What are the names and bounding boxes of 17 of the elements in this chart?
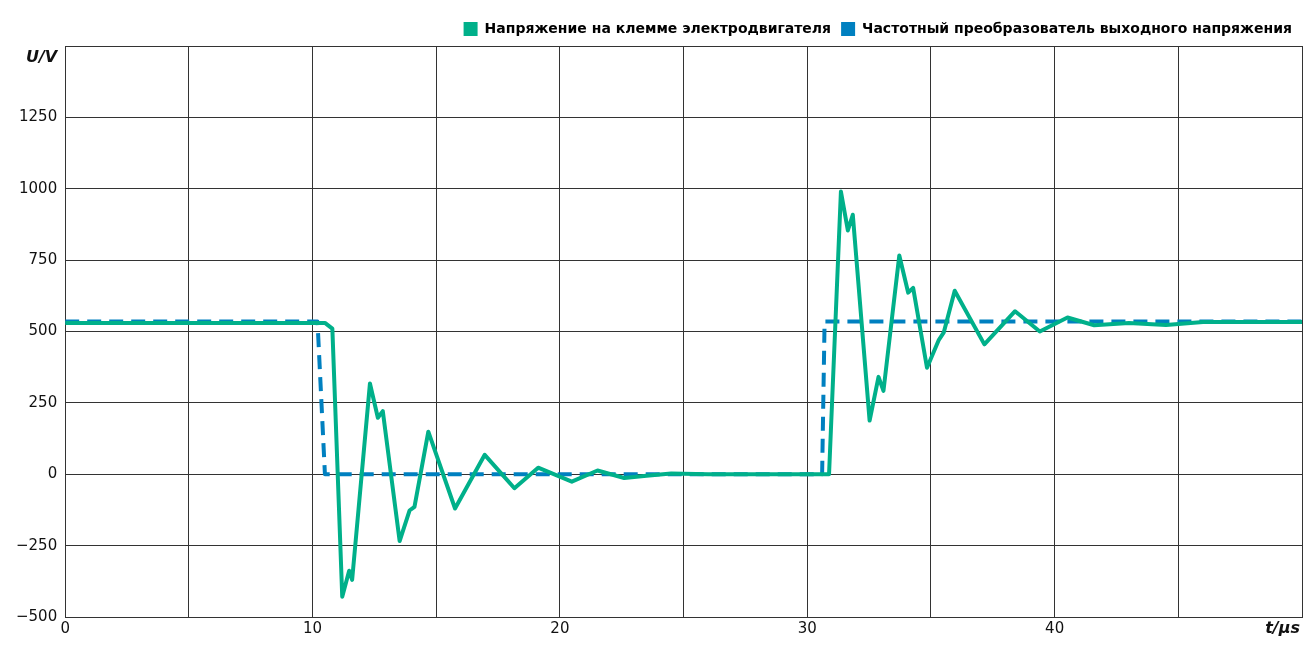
y-axis-title: U/V (25, 47, 59, 67)
x-tick-label: 40 (1045, 618, 1065, 637)
y-tick-label: 250 (28, 392, 58, 411)
x-axis-title: t/µs (1265, 618, 1300, 638)
y-tick-label: 750 (28, 250, 58, 269)
y-tick-label: 0 (47, 464, 58, 483)
y-tick-label: 500 (28, 321, 58, 340)
y-tick-label: −500 (16, 606, 58, 625)
x-tick-label: 20 (550, 618, 570, 637)
x-tick-label: 0 (60, 618, 70, 637)
y-tick-label: 1250 (19, 107, 58, 126)
x-tick-label: 10 (303, 618, 323, 637)
legend-label: Частотный преобразователь выходного напряжения (862, 19, 1293, 36)
x-tick-label: 30 (797, 618, 817, 637)
legend-label: Напряжение на клемме электродвигателя (484, 19, 832, 36)
y-tick-label: −250 (16, 535, 58, 554)
y-tick-label: 1000 (19, 178, 58, 197)
